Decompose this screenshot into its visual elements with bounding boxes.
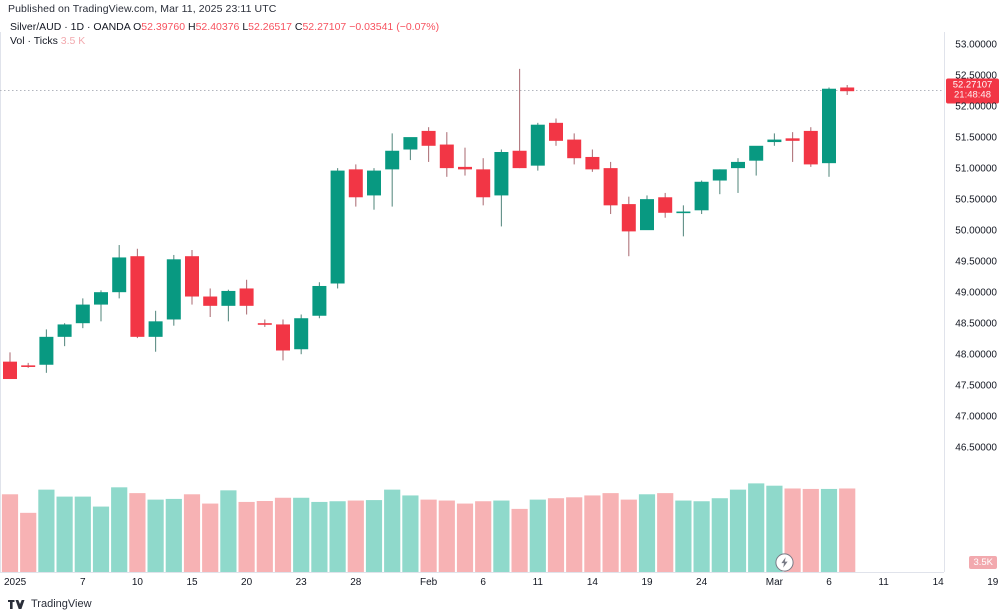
tradingview-brand: TradingView: [8, 598, 92, 610]
close-key: C: [294, 21, 303, 33]
price-tick: 51.00000: [955, 163, 997, 175]
chart-left-border: [0, 32, 1, 572]
published-timestamp: Published on TradingView.com, Mar 11, 20…: [8, 3, 277, 15]
price-tick: 51.50000: [955, 132, 997, 144]
time-tick: 15: [186, 577, 198, 588]
time-tick: 6: [826, 577, 832, 588]
price-tick: 47.00000: [955, 411, 997, 423]
time-tick: 2025: [4, 577, 27, 588]
price-tick: 46.50000: [955, 442, 997, 454]
chart-legend: Silver/AUD · 1D · OANDA O52.39760 H52.40…: [10, 21, 439, 48]
time-tick: 19: [987, 577, 999, 588]
time-tick: 28: [350, 577, 362, 588]
price-tick: 49.50000: [955, 256, 997, 268]
volume-indicator-value: 3.5 K: [60, 34, 86, 47]
open-value: 52.39760: [141, 21, 186, 33]
price-tick: 47.50000: [955, 380, 997, 392]
lightning-icon[interactable]: [775, 553, 794, 572]
time-tick: 10: [131, 577, 143, 588]
open-key: O: [133, 21, 142, 33]
high-value: 52.40376: [195, 21, 240, 33]
candlestick-svg: [0, 68, 944, 572]
time-tick: 19: [641, 577, 653, 588]
price-tick: 49.00000: [955, 287, 997, 299]
legend-volume-row: Vol · Ticks 3.5 K: [10, 35, 439, 49]
time-tick: 11: [878, 577, 889, 588]
time-tick: 7: [80, 577, 86, 588]
time-tick: Mar: [765, 577, 784, 588]
time-tick: 11: [532, 577, 543, 588]
time-tick: 14: [586, 577, 598, 588]
time-tick: Feb: [419, 577, 438, 588]
tradingview-logo-icon: [8, 599, 25, 609]
time-tick: 20: [241, 577, 253, 588]
time-axis[interactable]: 202571015202328Feb611141924Mar611141924: [0, 572, 998, 595]
price-tick: 50.50000: [955, 194, 997, 206]
low-value: 52.26517: [248, 21, 292, 33]
chart-plot-area[interactable]: [0, 32, 944, 572]
high-key: H: [188, 21, 196, 33]
legend-symbol-row: Silver/AUD · 1D · OANDA O52.39760 H52.40…: [10, 21, 439, 35]
last-price-value: 52.27107: [952, 79, 993, 91]
price-tick: 52.00000: [955, 101, 997, 113]
price-tick: 48.50000: [955, 318, 997, 330]
time-tick: 24: [696, 577, 708, 588]
symbol-title[interactable]: Silver/AUD · 1D · OANDA: [10, 21, 131, 33]
price-axis[interactable]: 52.27107 21:48:48 3.5K 53.00000 52.50000 5…: [944, 32, 1000, 572]
bar-countdown: 21:48:48: [954, 89, 991, 101]
last-price-badge[interactable]: 52.27107 21:48:48: [946, 78, 999, 104]
price-change: −0.03541 (−0.07%): [349, 21, 440, 33]
time-tick: 23: [295, 577, 307, 588]
volume-axis-badge: 3.5K: [969, 556, 997, 569]
volume-indicator-title[interactable]: Vol · Ticks: [10, 34, 58, 47]
low-key: L: [242, 21, 249, 33]
price-tick: 53.00000: [955, 39, 997, 51]
brand-name: TradingView: [31, 598, 92, 610]
price-tick: 50.00000: [955, 225, 997, 237]
time-tick: 14: [932, 577, 944, 588]
close-value: 52.27107: [302, 21, 347, 33]
price-tick: 52.50000: [955, 70, 997, 82]
time-tick: 6: [480, 577, 486, 588]
price-tick: 48.00000: [955, 349, 997, 361]
